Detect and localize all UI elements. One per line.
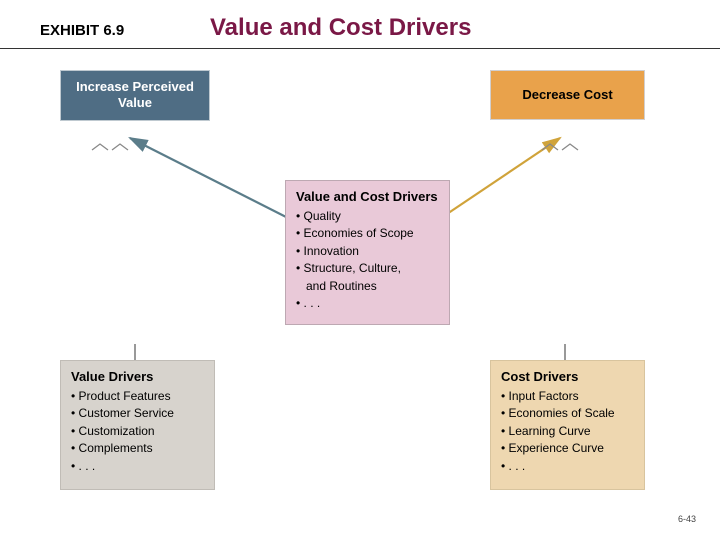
cd-items: Input FactorsEconomies of ScaleLearning … — [501, 388, 634, 475]
list-item: Quality — [296, 208, 439, 225]
list-item: . . . — [71, 458, 204, 475]
list-item: Experience Curve — [501, 440, 634, 457]
arrow-left — [130, 138, 292, 220]
header: EXHIBIT 6.9 Value and Cost Drivers — [0, 0, 720, 49]
value-drivers-box: Value Drivers Product FeaturesCustomer S… — [60, 360, 215, 490]
list-item: . . . — [296, 295, 439, 312]
dc-label: Decrease Cost — [522, 87, 612, 103]
list-item: Input Factors — [501, 388, 634, 405]
list-item: Learning Curve — [501, 423, 634, 440]
chevron-left-icon — [92, 144, 128, 150]
list-item: Economies of Scale — [501, 405, 634, 422]
increase-perceived-value-box: Increase Perceived Value — [60, 70, 210, 121]
page-title: Value and Cost Drivers — [210, 14, 471, 42]
arrow-right — [438, 138, 560, 220]
list-item: Complements — [71, 440, 204, 457]
vd-items: Product FeaturesCustomer ServiceCustomiz… — [71, 388, 204, 475]
list-item: Economies of Scope — [296, 225, 439, 242]
cd-title: Cost Drivers — [501, 369, 634, 384]
list-item: Customer Service — [71, 405, 204, 422]
exhibit-label: EXHIBIT 6.9 — [40, 22, 210, 39]
center-items: QualityEconomies of ScopeInnovationStruc… — [296, 208, 439, 312]
page-number: 6-43 — [678, 514, 696, 524]
list-item: Innovation — [296, 243, 439, 260]
list-item: Structure, Culture, and Routines — [296, 260, 439, 295]
ipv-label-2: Value — [71, 95, 199, 111]
center-title: Value and Cost Drivers — [296, 189, 439, 204]
list-item: Product Features — [71, 388, 204, 405]
list-item: Customization — [71, 423, 204, 440]
vd-title: Value Drivers — [71, 369, 204, 384]
center-box: Value and Cost Drivers QualityEconomies … — [285, 180, 450, 325]
diagram-canvas: Increase Perceived Value Decrease Cost V… — [0, 50, 720, 540]
cost-drivers-box: Cost Drivers Input FactorsEconomies of S… — [490, 360, 645, 490]
decrease-cost-box: Decrease Cost — [490, 70, 645, 120]
ipv-label-1: Increase Perceived — [71, 79, 199, 95]
list-item: . . . — [501, 458, 634, 475]
